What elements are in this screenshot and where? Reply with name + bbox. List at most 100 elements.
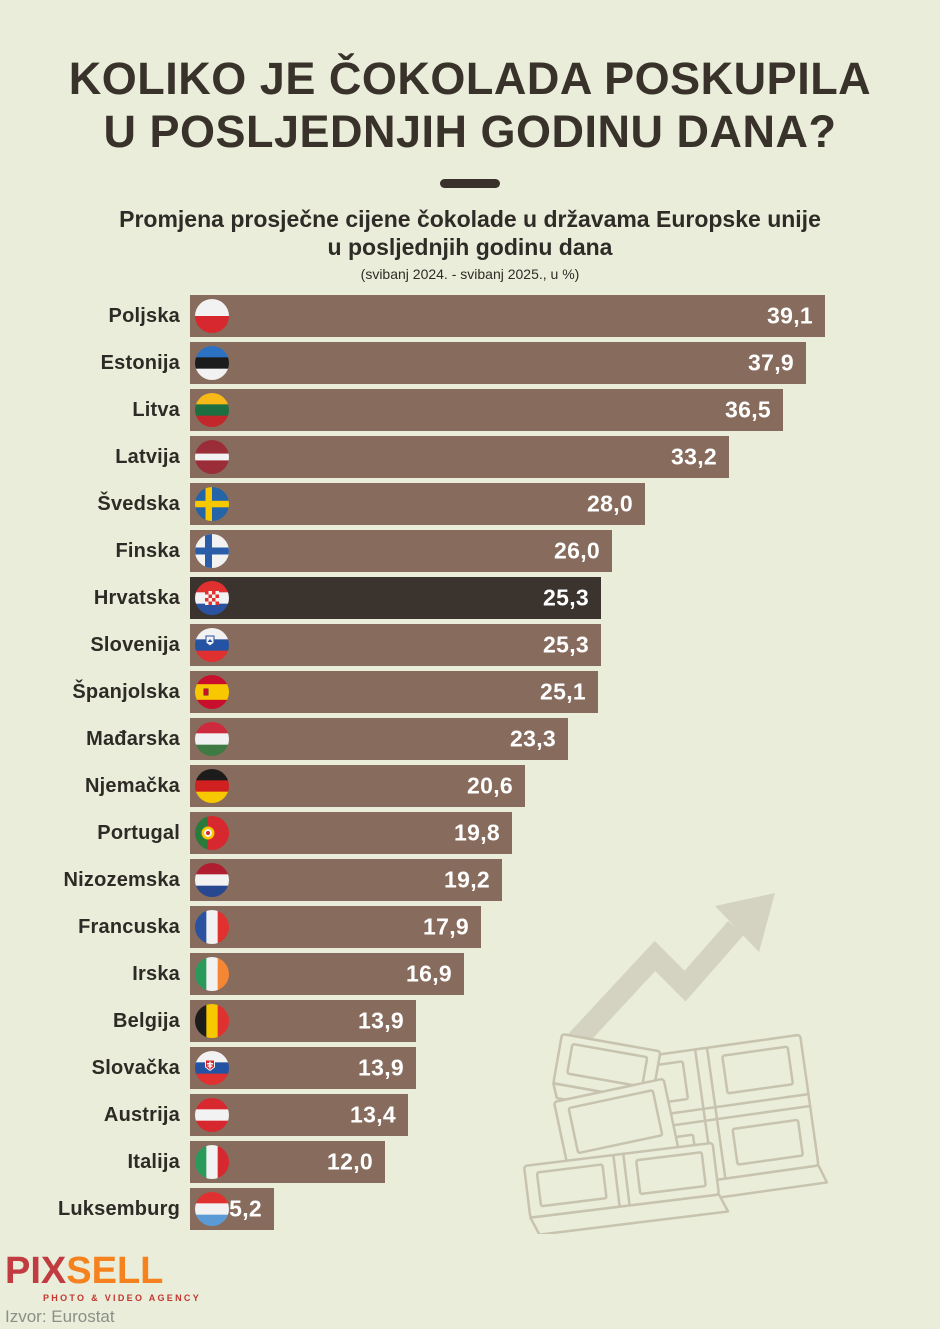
chart-row-hungary: Mađarska 23,3 bbox=[0, 718, 940, 761]
chart-subtitle: Promjena prosječne cijene čokolade u drž… bbox=[0, 206, 940, 261]
value-bar-belgium: 13,9 bbox=[190, 1000, 416, 1043]
bar-value: 25,3 bbox=[543, 584, 589, 611]
latvia-flag-icon bbox=[195, 440, 229, 475]
bar-zone: 25,3 bbox=[190, 624, 940, 667]
page-title-line2: U POSLJEDNJIH GODINU DANA? bbox=[103, 106, 837, 158]
value-bar-netherlands: 19,2 bbox=[190, 859, 502, 902]
bar-value: 26,0 bbox=[554, 537, 600, 564]
pixsell-logo-pix: PIX bbox=[5, 1250, 67, 1292]
chart-row-belgium: Belgija 13,9 bbox=[0, 1000, 940, 1043]
country-label-spain: Španjolska bbox=[72, 680, 180, 703]
bar-value: 23,3 bbox=[510, 725, 556, 752]
belgium-flag-icon bbox=[195, 1004, 229, 1039]
portugal-flag-icon bbox=[195, 816, 229, 851]
sweden-flag-icon bbox=[195, 487, 229, 522]
country-label-finland: Finska bbox=[115, 539, 180, 562]
page-title-line1: KOLIKO JE ČOKOLADA POSKUPILA bbox=[68, 53, 872, 104]
bar-value: 25,3 bbox=[543, 631, 589, 658]
pixsell-logo-sell: SELL bbox=[66, 1250, 164, 1292]
bar-value: 13,4 bbox=[350, 1101, 396, 1128]
country-label-ireland: Irska bbox=[132, 962, 180, 985]
bar-value: 5,2 bbox=[229, 1195, 262, 1222]
country-label-portugal: Portugal bbox=[97, 821, 180, 844]
country-label-lithuania: Litva bbox=[132, 398, 180, 421]
bar-zone: 5,2 bbox=[190, 1188, 940, 1231]
bar-zone: 13,9 bbox=[190, 1047, 940, 1090]
value-bar-slovenia: 25,3 bbox=[190, 624, 601, 667]
bar-value: 25,1 bbox=[540, 678, 586, 705]
bar-value: 17,9 bbox=[423, 913, 469, 940]
chart-row-finland: Finska 26,0 bbox=[0, 530, 940, 573]
country-label-belgium: Belgija bbox=[113, 1009, 180, 1032]
chart-row-latvia: Latvija 33,2 bbox=[0, 436, 940, 479]
bar-value: 20,6 bbox=[467, 772, 513, 799]
country-label-france: Francuska bbox=[78, 915, 180, 938]
bar-zone: 39,1 bbox=[190, 295, 940, 338]
hungary-flag-icon bbox=[195, 722, 229, 757]
bar-zone: 16,9 bbox=[190, 953, 940, 996]
chart-row-lithuania: Litva 36,5 bbox=[0, 389, 940, 432]
page-title: KOLIKO JE ČOKOLADA POSKUPILA U POSLJEDNJ… bbox=[0, 52, 940, 158]
value-bar-poland: 39,1 bbox=[190, 295, 825, 338]
bar-chart: Poljska 39,1 Estonija 37,9 Litva 36,5 Latvi… bbox=[0, 295, 940, 1231]
chart-row-germany: Njemačka 20,6 bbox=[0, 765, 940, 808]
bar-zone: 33,2 bbox=[190, 436, 940, 479]
bar-zone: 23,3 bbox=[190, 718, 940, 761]
bar-zone: 28,0 bbox=[190, 483, 940, 526]
chart-period-note: (svibanj 2024. - svibanj 2025., u %) bbox=[360, 266, 580, 283]
bar-value: 28,0 bbox=[587, 490, 633, 517]
bar-zone: 20,6 bbox=[190, 765, 940, 808]
country-label-poland: Poljska bbox=[108, 304, 180, 327]
netherlands-flag-icon bbox=[195, 863, 229, 898]
country-label-slovenia: Slovenija bbox=[90, 633, 180, 656]
chart-row-italy: Italija 12,0 bbox=[0, 1141, 940, 1184]
bar-value: 16,9 bbox=[406, 960, 452, 987]
finland-flag-icon bbox=[195, 534, 229, 569]
value-bar-italy: 12,0 bbox=[190, 1141, 385, 1184]
croatia-flag-icon bbox=[195, 581, 229, 616]
value-bar-lithuania: 36,5 bbox=[190, 389, 783, 432]
bar-zone: 19,8 bbox=[190, 812, 940, 855]
value-bar-ireland: 16,9 bbox=[190, 953, 464, 996]
bar-zone: 36,5 bbox=[190, 389, 940, 432]
chart-row-netherlands: Nizozemska 19,2 bbox=[0, 859, 940, 902]
bar-zone: 26,0 bbox=[190, 530, 940, 573]
value-bar-portugal: 19,8 bbox=[190, 812, 512, 855]
country-label-croatia: Hrvatska bbox=[93, 586, 180, 609]
value-bar-croatia: 25,3 bbox=[190, 577, 601, 620]
luxembourg-flag-icon bbox=[195, 1192, 229, 1227]
country-label-estonia: Estonija bbox=[100, 351, 180, 374]
bar-zone: 17,9 bbox=[190, 906, 940, 949]
italy-flag-icon bbox=[195, 1145, 229, 1180]
pixsell-tagline: PHOTO & VIDEO AGENCY bbox=[43, 1293, 202, 1303]
chart-subtitle-line2: u posljednjih godinu dana bbox=[327, 233, 613, 260]
bar-value: 39,1 bbox=[767, 302, 813, 329]
bar-zone: 13,9 bbox=[190, 1000, 940, 1043]
chart-row-austria: Austrija 13,4 bbox=[0, 1094, 940, 1137]
bar-value: 13,9 bbox=[358, 1054, 404, 1081]
bar-zone: 25,1 bbox=[190, 671, 940, 714]
country-label-austria: Austrija bbox=[103, 1103, 180, 1126]
value-bar-latvia: 33,2 bbox=[190, 436, 729, 479]
lithuania-flag-icon bbox=[195, 393, 229, 428]
bar-zone: 19,2 bbox=[190, 859, 940, 902]
value-bar-finland: 26,0 bbox=[190, 530, 612, 573]
bar-value: 12,0 bbox=[327, 1148, 373, 1175]
bar-value: 36,5 bbox=[725, 396, 771, 423]
chart-row-portugal: Portugal 19,8 bbox=[0, 812, 940, 855]
country-label-hungary: Mađarska bbox=[86, 727, 180, 750]
country-label-sweden: Švedska bbox=[97, 492, 180, 515]
value-bar-estonia: 37,9 bbox=[190, 342, 806, 385]
value-bar-luxembourg: 5,2 bbox=[190, 1188, 274, 1231]
chart-row-slovakia: Slovačka 13,9 bbox=[0, 1047, 940, 1090]
slovenia-flag-icon bbox=[195, 628, 229, 663]
austria-flag-icon bbox=[195, 1098, 229, 1133]
germany-flag-icon bbox=[195, 769, 229, 804]
chart-row-sweden: Švedska 28,0 bbox=[0, 483, 940, 526]
pixsell-logo: PIXSELL bbox=[5, 1252, 201, 1290]
bar-value: 33,2 bbox=[671, 443, 717, 470]
country-label-slovakia: Slovačka bbox=[91, 1056, 180, 1079]
chart-row-france: Francuska 17,9 bbox=[0, 906, 940, 949]
poland-flag-icon bbox=[195, 299, 229, 334]
value-bar-austria: 13,4 bbox=[190, 1094, 408, 1137]
